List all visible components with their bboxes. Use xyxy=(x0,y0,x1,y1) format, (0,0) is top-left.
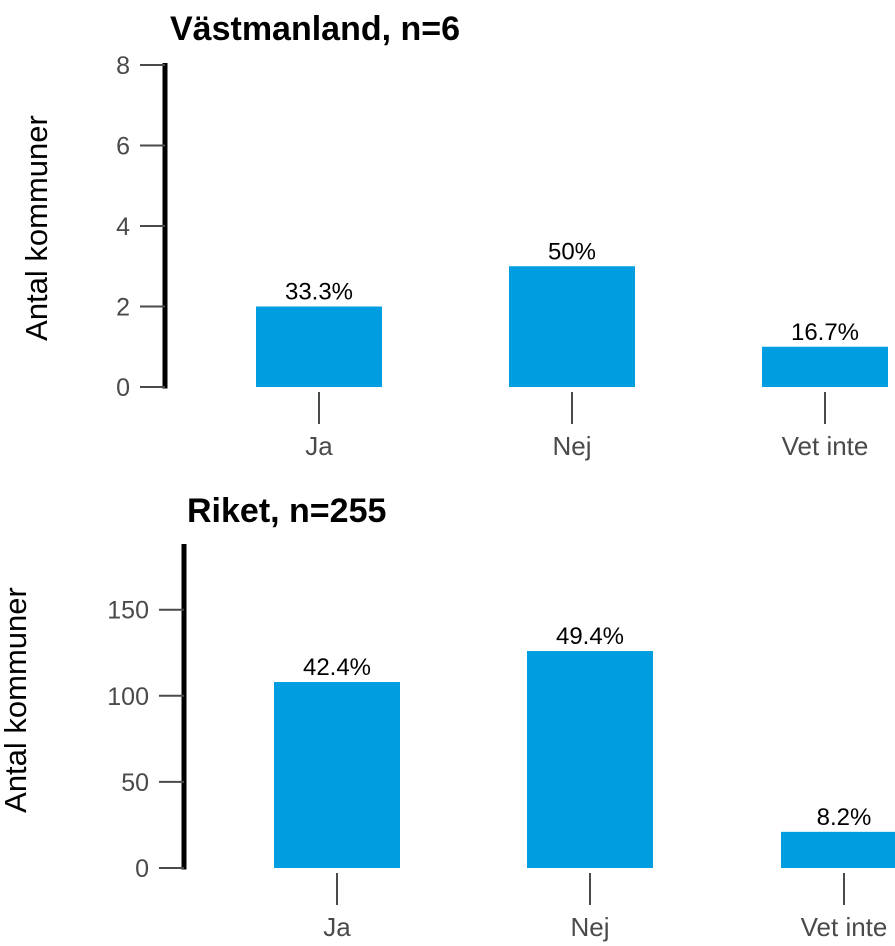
y-tick-label-riket-150: 150 xyxy=(107,597,149,625)
x-tick-label-vastmanland-vet-inte: Vet inte xyxy=(782,431,869,461)
x-tick-label-vastmanland-nej: Nej xyxy=(552,431,591,461)
data-label-vastmanland-nej: 50% xyxy=(548,238,596,265)
x-tick-label-riket-ja: Ja xyxy=(323,912,351,942)
bar-riket-ja xyxy=(274,682,400,868)
chart-panel-riket: 0 50 100 150 Ja 42.4% Nej 49.4% Vet inte 8.2% xyxy=(107,544,895,942)
x-tick-label-riket-nej: Nej xyxy=(570,912,609,942)
y-tick-label-riket-50: 50 xyxy=(121,769,149,797)
bar-vastmanland-ja xyxy=(256,307,382,388)
y-axis-label-riket: Antal kommuner xyxy=(0,587,33,813)
y-tick-label-riket-100: 100 xyxy=(107,683,149,711)
data-label-vastmanland-vet-inte: 16.7% xyxy=(791,319,859,346)
data-label-vastmanland-ja: 33.3% xyxy=(285,279,353,306)
chart-title-vastmanland: Västmanland, n=6 xyxy=(170,10,460,48)
y-tick-label-vastmanland-6: 6 xyxy=(116,133,130,161)
y-tick-label-vastmanland-0: 0 xyxy=(116,374,130,402)
y-tick-label-vastmanland-2: 2 xyxy=(116,294,130,322)
x-tick-label-vastmanland-ja: Ja xyxy=(305,431,333,461)
bar-vastmanland-nej xyxy=(509,266,635,387)
bar-riket-vet-inte xyxy=(781,832,895,868)
x-tick-label-riket-vet-inte: Vet inte xyxy=(801,912,888,942)
y-tick-label-vastmanland-8: 8 xyxy=(116,52,130,80)
chart-panel-vastmanland: 0 2 4 6 8 Ja 33.3% Nej 50% Vet inte 16.7% xyxy=(116,52,888,461)
data-label-riket-vet-inte: 8.2% xyxy=(817,804,872,831)
data-label-riket-nej: 49.4% xyxy=(556,623,624,650)
bar-riket-nej xyxy=(527,651,653,868)
bar-vastmanland-vet-inte xyxy=(762,347,888,387)
y-tick-label-riket-0: 0 xyxy=(135,855,149,883)
data-label-riket-ja: 42.4% xyxy=(303,654,371,681)
y-axis-label-vastmanland: Antal kommuner xyxy=(19,115,54,341)
y-tick-label-vastmanland-4: 4 xyxy=(116,213,130,241)
chart-title-riket: Riket, n=255 xyxy=(187,492,386,530)
